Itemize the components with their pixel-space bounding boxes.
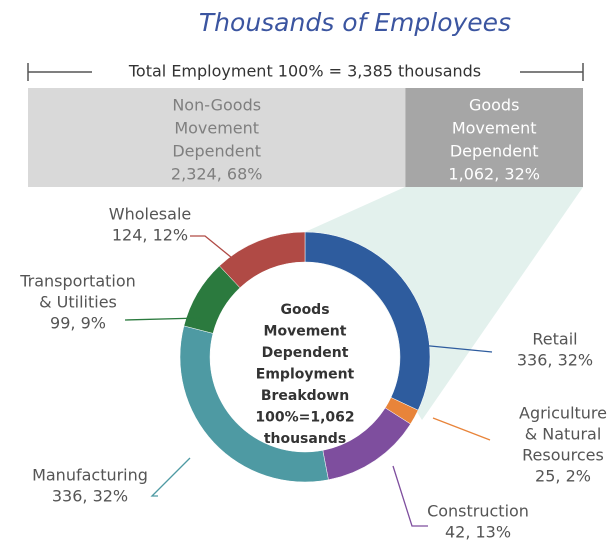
bar-label: Dependent xyxy=(172,142,261,161)
center-label: Goods xyxy=(280,302,329,318)
leader-line xyxy=(419,344,493,353)
segment-label: & Utilities xyxy=(39,293,117,312)
total-bracket xyxy=(27,63,584,81)
bar-label: Non-Goods xyxy=(172,96,261,115)
segment-label: Transportation xyxy=(19,272,136,291)
bar-segment xyxy=(405,88,583,187)
bar-label: Goods xyxy=(469,96,519,115)
chart-title: Thousands of Employees xyxy=(199,8,511,37)
leader-line xyxy=(150,457,191,497)
center-label: Employment xyxy=(256,367,355,383)
breakdown-fan xyxy=(305,187,583,420)
segment-value-label: 336, 32% xyxy=(52,487,128,506)
segment-value-label: 42, 13% xyxy=(445,523,511,541)
segment-value-label: 25, 2% xyxy=(535,467,591,486)
segment-label: Agriculture xyxy=(519,404,607,423)
segment-label: Resources xyxy=(522,446,604,465)
segment-value-label: 124, 12% xyxy=(112,226,188,245)
leader-line xyxy=(432,417,491,441)
segment-value-label: 336, 32% xyxy=(517,351,593,370)
center-label: Breakdown xyxy=(261,388,349,404)
segment-label: & Natural xyxy=(525,425,602,444)
bar-value-label: 2,324, 68% xyxy=(171,165,263,184)
leader-line xyxy=(190,235,238,263)
center-label: 100%=1,062 xyxy=(255,410,354,426)
bar-label: Movement xyxy=(174,119,259,138)
donut-hole xyxy=(210,262,400,452)
segment-label: Wholesale xyxy=(109,205,191,224)
bar-label: Movement xyxy=(452,119,537,138)
leader-line xyxy=(124,317,201,321)
center-label: Dependent xyxy=(262,345,349,361)
donut-segment xyxy=(219,231,306,289)
bar-label: Dependent xyxy=(450,142,539,161)
segment-label: Retail xyxy=(532,330,577,349)
segment-label: Construction xyxy=(427,502,529,521)
center-label: Movement xyxy=(264,324,347,340)
bar-segment xyxy=(28,88,406,187)
center-label: thousands xyxy=(264,431,346,447)
leader-line xyxy=(392,465,428,527)
bar-value-label: 1,062, 32% xyxy=(448,165,540,184)
total-label: Total Employment 100% = 3,385 thousands xyxy=(128,62,481,81)
segment-value-label: 99, 9% xyxy=(50,314,106,333)
segment-label: Manufacturing xyxy=(32,466,148,485)
